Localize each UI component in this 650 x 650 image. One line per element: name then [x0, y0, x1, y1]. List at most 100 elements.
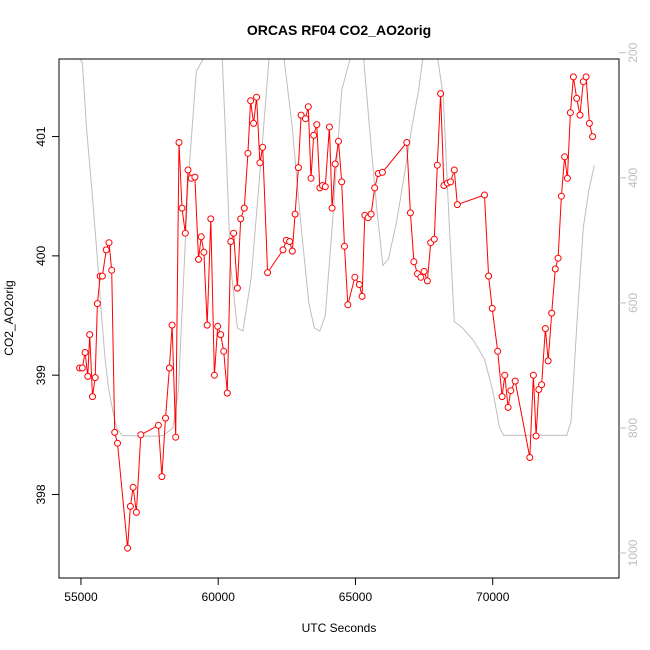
- co2-data-point: [214, 322, 222, 330]
- y2-tick-label: 600: [626, 293, 640, 313]
- co2-data-point: [406, 209, 414, 217]
- co2-data-point: [344, 301, 352, 309]
- y-axis-left: 398 399 400 401: [34, 126, 59, 504]
- y2-tick-label: 800: [626, 418, 640, 438]
- co2-data-point: [200, 248, 208, 256]
- chart-title: ORCAS RF04 CO2_AO2orig: [247, 22, 431, 38]
- co2-data-point: [172, 433, 180, 441]
- co2-data-point: [297, 111, 305, 119]
- co2-data-point: [114, 439, 121, 447]
- y-axis-right: 200 400 600 800 1000: [619, 42, 640, 566]
- co2-data-point: [573, 94, 581, 102]
- co2-data-point: [230, 229, 238, 237]
- co2-data-point: [89, 393, 96, 401]
- co2-data-point: [247, 97, 255, 105]
- co2-data-point: [195, 255, 202, 263]
- co2-data-point: [351, 273, 359, 281]
- co2-data-point: [84, 372, 92, 380]
- co2-data-point: [244, 149, 252, 157]
- co2-data-point: [184, 166, 192, 174]
- co2-data-point: [132, 508, 140, 516]
- co2-data-point: [240, 204, 248, 212]
- y-tick-label: 400: [34, 246, 48, 266]
- co2-data-point: [498, 393, 506, 401]
- co2-data-point: [217, 331, 225, 339]
- co2-data-point: [532, 432, 540, 440]
- co2-data-point: [341, 242, 348, 250]
- x-tick-label: 55000: [64, 590, 98, 604]
- co2-data-point: [420, 267, 428, 275]
- co2-data-point: [548, 309, 556, 317]
- co2-data-point: [98, 272, 106, 280]
- x-axis-label: UTC Seconds: [302, 621, 377, 635]
- co2-data-point: [162, 414, 169, 422]
- co2-data-point: [494, 347, 502, 355]
- co2-data-point: [78, 364, 86, 372]
- y2-tick-label: 400: [626, 167, 640, 187]
- co2-data-point: [237, 215, 245, 223]
- co2-data-point: [294, 164, 302, 172]
- co2-data-point: [259, 143, 267, 151]
- co2-data-point: [137, 431, 145, 439]
- co2-data-point: [538, 381, 546, 389]
- co2-data-point: [403, 139, 411, 146]
- co2-data-point: [554, 254, 562, 262]
- co2-data-point: [355, 281, 363, 288]
- y2-tick-label: 1000: [626, 539, 640, 566]
- co2-data-point: [541, 325, 549, 333]
- x-tick-label: 60000: [202, 590, 236, 604]
- y-tick-label: 401: [34, 126, 48, 146]
- co2-data-point: [253, 93, 261, 101]
- co2-data-point: [338, 178, 346, 186]
- co2-data-point: [507, 387, 515, 395]
- co2-data-point: [124, 544, 132, 552]
- co2-data-point: [328, 204, 336, 212]
- co2-data-point: [504, 403, 512, 411]
- co2-data-point: [481, 191, 488, 199]
- co2-series-line: [79, 75, 594, 549]
- co2-data-point: [210, 371, 218, 379]
- co2-data-point: [191, 173, 199, 181]
- co2-data-point: [203, 321, 211, 329]
- co2-data-point: [569, 73, 577, 81]
- co2-data-point: [488, 304, 496, 312]
- co2-data-point: [126, 502, 134, 510]
- co2-data-point: [129, 483, 137, 491]
- co2-data-point: [302, 115, 309, 123]
- co2-data-point: [81, 349, 89, 356]
- plot-frame: [58, 58, 620, 579]
- co2-data-point: [102, 246, 110, 254]
- co2-data-point: [331, 160, 339, 168]
- co2-data-point: [447, 178, 454, 186]
- co2-data-point: [165, 364, 173, 372]
- co2-data-point: [86, 331, 94, 339]
- co2-data-point: [250, 119, 258, 127]
- co2-data-point: [197, 233, 205, 241]
- co2-data-point: [423, 277, 431, 285]
- co2-series: [76, 73, 597, 552]
- co2-data-point: [158, 473, 166, 481]
- co2-data-point: [501, 371, 509, 379]
- co2-data-point: [233, 284, 241, 292]
- co2-data-point: [108, 266, 116, 274]
- y-axis-label: CO2_AO2orig: [2, 280, 16, 355]
- co2-data-point: [450, 166, 458, 174]
- co2-data-point: [105, 239, 113, 247]
- co2-data-point: [310, 131, 318, 139]
- co2-data-point: [561, 153, 569, 161]
- co2-data-point: [529, 371, 537, 379]
- y2-tick-label: 200: [626, 42, 640, 62]
- co2-data-point: [223, 389, 231, 397]
- co2-data-point: [168, 321, 176, 329]
- co2-data-point: [307, 174, 315, 182]
- co2-data-point: [367, 210, 375, 218]
- co2-data-point: [178, 204, 186, 212]
- y-tick-label: 399: [34, 365, 48, 385]
- co2-data-point: [111, 428, 119, 436]
- co2-data-point: [220, 347, 228, 355]
- co2-data-point: [566, 109, 574, 117]
- co2-data-point: [207, 215, 215, 223]
- co2-data-point: [526, 454, 534, 461]
- pressure-series: [79, 58, 595, 437]
